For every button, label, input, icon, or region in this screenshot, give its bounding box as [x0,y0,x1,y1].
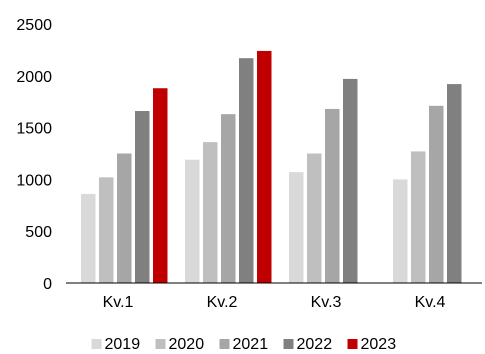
y-tick-label: 1500 [16,121,52,138]
bar-2022-Kv.1 [135,111,150,283]
bar-2019-Kv.3 [289,172,304,283]
legend-swatch-2021 [219,339,230,349]
bar-2021-Kv.4 [429,105,444,284]
legend-label: 2023 [361,336,397,353]
legend-swatch-2022 [283,339,294,349]
bar-2022-Kv.3 [343,78,358,284]
y-tick-label: 2500 [16,17,52,34]
bar-2020-Kv.4 [411,151,426,283]
bar-2022-Kv.4 [447,84,462,283]
x-tick-label: Kv.3 [311,294,342,311]
bar-2020-Kv.1 [99,177,114,283]
legend-label: 2019 [105,336,141,353]
legend-label: 2022 [297,336,333,353]
y-tick-label: 500 [25,224,52,241]
x-tick-label: Kv.1 [103,294,134,311]
bar-2019-Kv.1 [81,193,96,283]
bar-2019-Kv.4 [393,179,408,283]
bar-2020-Kv.2 [203,142,218,283]
bar-marks [81,50,462,284]
legend-swatch-2020 [155,339,166,349]
bar-2020-Kv.3 [307,153,322,283]
bar-2021-Kv.1 [117,153,132,283]
bar-2021-Kv.3 [325,108,340,284]
bar-2019-Kv.2 [185,159,200,283]
y-tick-label: 0 [43,276,52,293]
bar-2022-Kv.2 [239,58,254,283]
bar-2021-Kv.2 [221,114,236,283]
y-tick-label: 1000 [16,172,52,189]
x-tick-label: Kv.2 [207,294,238,311]
legend: 2019 2020 2021 2022 2023 [91,336,397,353]
bar-2023-Kv.1 [153,88,168,284]
x-tick-label: Kv.4 [415,294,446,311]
legend-swatch-2019 [91,339,102,349]
legend-label: 2020 [169,336,205,353]
legend-swatch-2023 [347,339,358,349]
y-tick-label: 2000 [16,69,52,86]
bar-2023-Kv.2 [257,50,272,283]
y-axis-ticks: 0 500 1000 1500 2000 2500 [16,17,52,293]
legend-label: 2021 [233,336,269,353]
x-axis-ticks: Kv.1 Kv.2 Kv.3 Kv.4 [103,294,446,311]
